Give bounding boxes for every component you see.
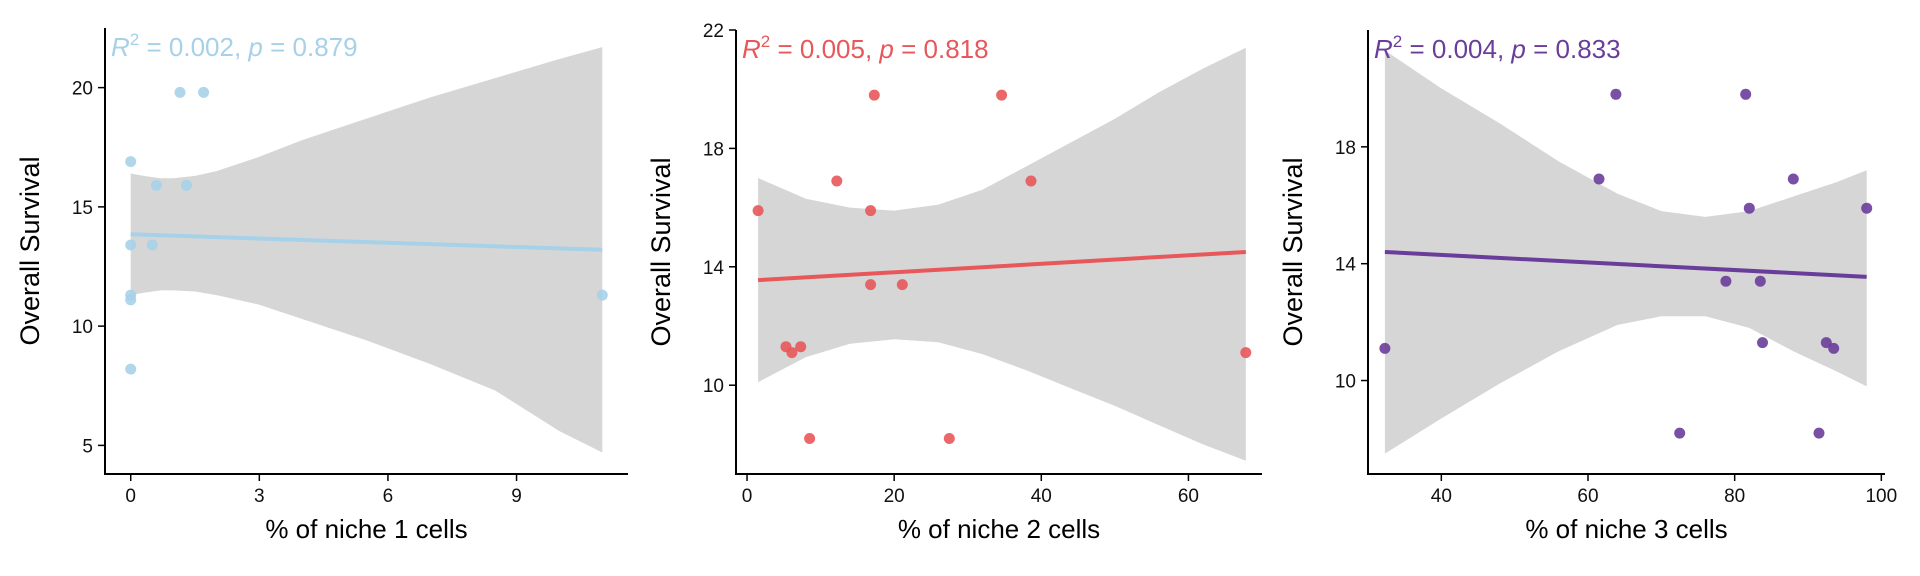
y-tick-label: 10 [1335, 372, 1356, 393]
confidence-band [130, 47, 603, 453]
data-point [198, 86, 210, 98]
panel-3: 10 14 18 40 60 80 100 % of niche 3 cells Overall… [1278, 30, 1897, 544]
data-point [865, 205, 877, 217]
data-point [786, 347, 798, 359]
data-point [181, 179, 192, 191]
x-tick-label: 20 [884, 486, 905, 507]
regression-line [1384, 250, 1867, 279]
data-point [125, 363, 137, 375]
y-tick-label: 15 [72, 198, 93, 219]
data-point [1674, 427, 1686, 439]
data-point [1740, 88, 1752, 100]
data-point [943, 433, 955, 444]
y-tick-label: 20 [72, 79, 93, 100]
confidence-band [758, 47, 1246, 461]
data-point [125, 156, 137, 168]
data-point [752, 205, 764, 217]
data-point [1813, 427, 1825, 439]
data-point [1610, 88, 1622, 100]
regression-line [130, 232, 603, 252]
data-point [1757, 337, 1768, 349]
y-tick-label: 14 [703, 258, 725, 279]
data-point [795, 341, 807, 353]
data-point [1025, 175, 1037, 187]
x-tick-label: 6 [383, 486, 394, 507]
data-point [868, 89, 880, 101]
y-tick-label: 14 [1335, 255, 1357, 276]
panel-2: 10 14 18 22 0 20 40 60 % of niche 2 cells Overall… [646, 21, 1262, 544]
data-point [831, 175, 843, 187]
x-tick-label: 60 [1577, 486, 1598, 507]
data-point [1379, 342, 1391, 354]
data-point [596, 289, 608, 301]
stat-annotation: R2 = 0.004, p = 0.833 [1374, 32, 1621, 64]
y-axis-title: Overall Survival [15, 156, 45, 345]
x-tick-label: 80 [1724, 486, 1745, 507]
y-tick-label: 10 [703, 376, 724, 397]
x-axis-title: % of niche 1 cells [265, 514, 467, 544]
confidence-band [1384, 50, 1867, 454]
data-point [146, 239, 158, 251]
data-point [804, 433, 816, 444]
y-tick-label: 22 [703, 21, 724, 42]
x-tick-label: 9 [511, 486, 522, 507]
data-point [1720, 275, 1732, 287]
data-point [1820, 337, 1832, 349]
y-tick-label: 18 [1335, 138, 1356, 159]
y-tick-label: 5 [82, 436, 93, 457]
regression-line [757, 250, 1246, 283]
stat-annotation: R2 = 0.002, p = 0.879 [111, 30, 358, 62]
data-point [1828, 342, 1840, 354]
data-point [174, 86, 186, 98]
x-tick-label: 100 [1865, 486, 1897, 507]
data-point [1861, 202, 1873, 214]
data-point [1240, 347, 1252, 359]
stat-annotation: R2 = 0.005, p = 0.818 [742, 32, 989, 64]
y-axis-title: Overall Survival [1278, 157, 1308, 346]
x-tick-label: 3 [254, 486, 265, 507]
x-axis-title: % of niche 2 cells [898, 514, 1100, 544]
panel-1: 5 10 15 20 0 3 6 9 % of niche 1 cells Overall Sur… [15, 28, 628, 544]
data-point [1593, 173, 1605, 185]
x-tick-label: 40 [1031, 486, 1052, 507]
data-point [865, 279, 877, 291]
y-axis-title: Overall Survival [646, 157, 676, 346]
data-point [896, 279, 908, 291]
data-point [996, 89, 1008, 101]
y-tick-label: 18 [703, 139, 724, 160]
data-point [125, 294, 137, 306]
data-point [1787, 173, 1799, 185]
y-tick-label: 10 [72, 317, 93, 338]
x-tick-label: 0 [125, 486, 136, 507]
x-tick-label: 60 [1178, 486, 1199, 507]
x-tick-label: 0 [742, 486, 753, 507]
data-point [125, 239, 137, 251]
x-tick-label: 40 [1431, 486, 1452, 507]
data-point [1754, 275, 1766, 287]
data-point [150, 179, 162, 191]
x-axis-title: % of niche 3 cells [1525, 514, 1727, 544]
data-point [1743, 202, 1755, 214]
